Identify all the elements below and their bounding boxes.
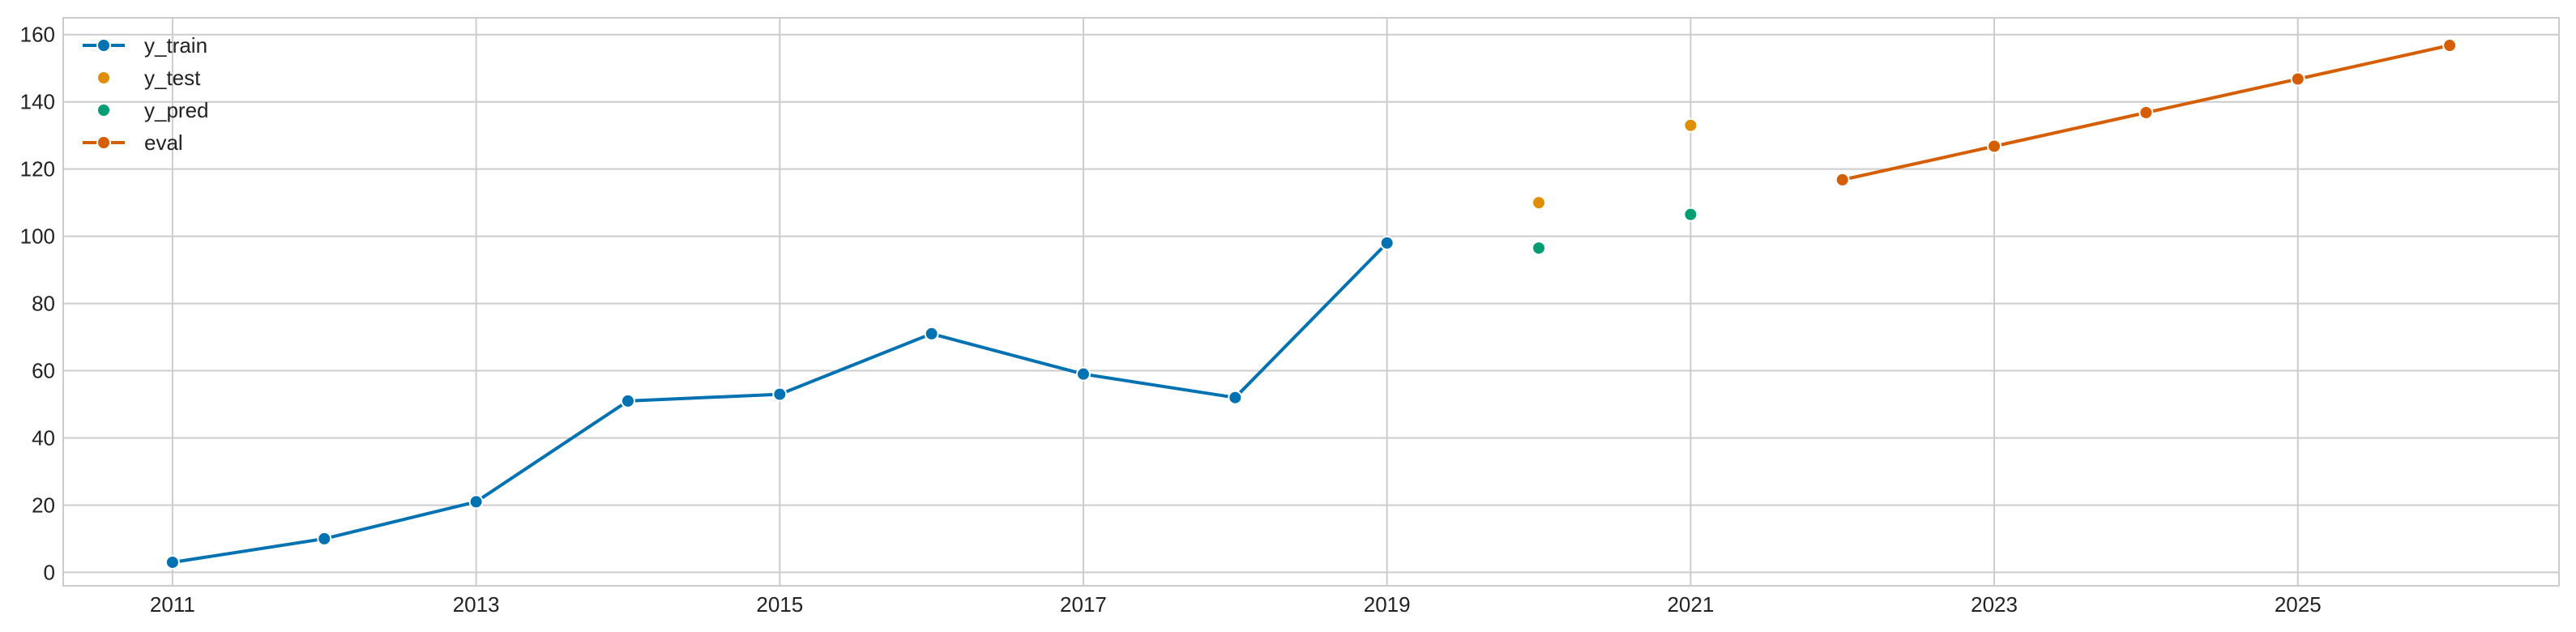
y-tick-label: 80 [32,292,55,316]
y-tick-label: 20 [32,493,55,517]
legend-item-y-train: y_train [83,33,207,58]
y-tick-label: 100 [20,224,55,249]
x-tick-label: 2025 [2275,592,2322,617]
legend-marker-swatch [96,103,111,117]
legend-label: y_train [144,33,207,58]
series-y-train [164,235,1395,570]
legend-label: y_test [144,66,201,90]
legend-marker-swatch [96,135,111,150]
x-tick-label: 2013 [453,592,500,617]
legend-item-y-pred: y_pred [96,98,209,122]
legend-item-y-test: y_test [96,66,201,90]
data-point-y-pred [1683,207,1698,222]
data-point-eval [2290,71,2305,87]
legend-marker-swatch [96,38,111,53]
legend-label: y_pred [144,98,209,122]
data-point-y-train [317,531,332,546]
data-point-y-test [1532,195,1547,211]
x-tick-label: 2015 [756,592,803,617]
x-tick-label: 2019 [1364,592,1411,617]
data-point-eval [2442,38,2458,53]
legend-marker-swatch [96,70,111,85]
data-point-y-pred [1532,241,1547,256]
legend-item-eval: eval [83,130,183,155]
x-tick-label: 2011 [150,592,195,617]
grid [63,18,2559,586]
data-point-eval [1835,172,1850,187]
y-tick-label: 60 [32,359,55,383]
data-point-y-train [772,386,788,402]
y-tick-label: 120 [20,157,55,181]
data-point-y-train [1075,366,1091,382]
data-point-y-train [620,393,635,408]
data-point-y-train [924,326,939,341]
legend-label: eval [144,130,183,155]
series-eval [1835,38,2458,187]
data-point-y-train [164,554,180,570]
y-tick-label: 160 [20,23,55,47]
y-tick-label: 40 [32,425,55,450]
plot-border [62,17,2560,587]
data-point-y-train [1379,235,1395,250]
x-tick-label: 2017 [1060,592,1107,617]
data-point-y-train [468,494,484,510]
y-tick-label: 0 [44,560,55,584]
series-y-pred [1532,207,1698,256]
data-point-eval [1987,139,2002,154]
x-tick-label: 2021 [1667,592,1714,617]
data-point-eval [2138,105,2154,120]
y-tick-label: 140 [20,90,55,114]
data-point-y-test [1683,117,1698,133]
series-y-test [1532,117,1698,211]
x-tick-label: 2023 [1971,592,2018,617]
data-point-y-train [1228,390,1243,405]
